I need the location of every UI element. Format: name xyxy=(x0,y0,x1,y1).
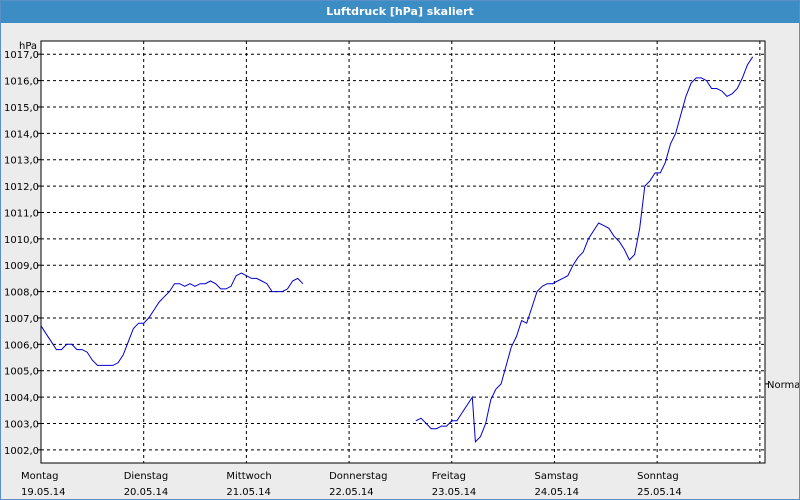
y-axis-label: hPa xyxy=(19,41,37,52)
y-tick-label: 1006,0 xyxy=(4,340,39,351)
x-tick-date: 21.05.14 xyxy=(226,487,271,498)
y-tick-label: 1005,0 xyxy=(4,367,39,378)
y-tick-label: 1017,0 xyxy=(4,50,39,61)
y-tick-label: 1014,0 xyxy=(4,129,39,140)
x-tick-day: Samstag xyxy=(534,471,578,482)
y-tick-label: 1012,0 xyxy=(4,182,39,193)
x-axis-ticks: Montag 19.05.14 Dienstag 20.05.14 Mittwoch 21… xyxy=(21,471,682,498)
plot-area xyxy=(40,40,766,464)
x-tick-day: Dienstag xyxy=(124,471,169,482)
y-tick-label: 1013,0 xyxy=(4,156,39,167)
x-tick-date: 23.05.14 xyxy=(432,487,477,498)
y-axis-ticks: 1002,0 1003,0 1004,0 1005,0 1006,0 1007,0 1008… xyxy=(4,50,39,457)
y-tick-label: 1015,0 xyxy=(4,103,39,114)
x-tick-date: 19.05.14 xyxy=(21,487,66,498)
x-tick-day: Montag xyxy=(21,471,58,482)
x-tick-day: Mittwoch xyxy=(226,471,271,482)
y-tick-label: 1008,0 xyxy=(4,288,39,299)
y-tick-label: 1009,0 xyxy=(4,261,39,272)
pressure-line-segment xyxy=(415,56,754,444)
x-tick-date: 24.05.14 xyxy=(534,487,579,498)
y-tick-label: 1011,0 xyxy=(4,208,39,219)
normal-label: Normal xyxy=(767,380,799,391)
normal-marker: Normal xyxy=(765,380,799,391)
x-tick-date: 20.05.14 xyxy=(124,487,169,498)
y-tick-label: 1002,0 xyxy=(4,446,39,457)
x-tick-day: Donnerstag xyxy=(329,471,387,482)
x-tick-date: 25.05.14 xyxy=(637,487,682,498)
pressure-series xyxy=(40,56,754,444)
y-tick-label: 1004,0 xyxy=(4,393,39,404)
x-tick-date: 22.05.14 xyxy=(329,487,374,498)
y-tick-label: 1016,0 xyxy=(4,77,39,88)
window-title: Luftdruck [hPa] skaliert xyxy=(1,1,799,23)
y-tick-label: 1010,0 xyxy=(4,235,39,246)
y-tick-label: 1003,0 xyxy=(4,419,39,430)
pressure-line-segment xyxy=(40,272,304,366)
x-tick-day: Freitag xyxy=(432,471,466,482)
y-tick-label: 1007,0 xyxy=(4,314,39,325)
grid-lines xyxy=(37,41,765,463)
x-tick-day: Sonntag xyxy=(637,471,679,482)
